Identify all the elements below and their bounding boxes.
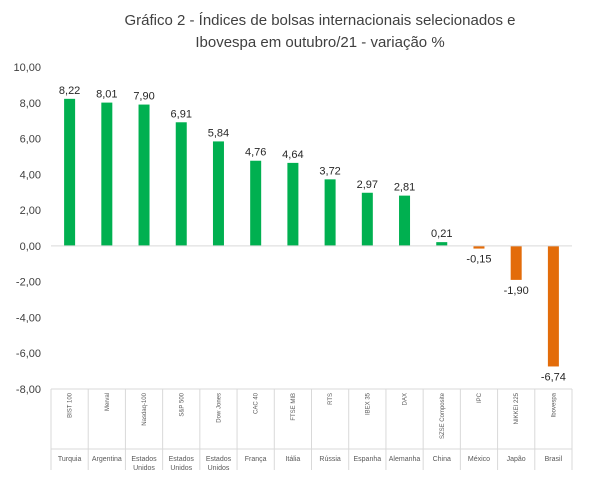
y-tick-label: 10,00: [13, 62, 41, 74]
country-label: Estados: [206, 456, 232, 463]
bar: [547, 245, 559, 367]
chart-title: Gráfico 2 - Índices de bolsas internacio…: [124, 12, 516, 51]
bar: [324, 179, 336, 246]
bar: [212, 141, 224, 246]
index-label: IBEX 35: [365, 392, 371, 415]
y-tick-label: 6,00: [20, 134, 41, 146]
bar: [399, 195, 411, 246]
country-label: França: [245, 456, 267, 463]
bar: [175, 122, 187, 246]
country-label: Unidos: [170, 465, 192, 472]
country-label: Japão: [507, 456, 526, 463]
country-label: Espanha: [354, 456, 382, 463]
data-label: 6,91: [171, 108, 192, 120]
y-tick-label: -4,00: [16, 312, 41, 324]
bar: [250, 160, 262, 246]
country-label: Argentina: [92, 456, 122, 463]
country-label: Itália: [285, 456, 300, 463]
data-label: 3,72: [319, 165, 340, 177]
index-label: RTS: [328, 393, 334, 405]
bar: [101, 102, 113, 246]
data-label: 4,76: [245, 147, 266, 159]
data-label: 8,22: [59, 85, 80, 97]
index-label: BIST 100: [68, 392, 74, 418]
data-label: 2,97: [357, 179, 378, 191]
data-labels: 8,22 8,01 7,90 6,91 5,84 4,76 4,64 3,72 2,97 2,81…: [59, 85, 566, 384]
index-label: NIKKEI 225: [514, 392, 520, 424]
y-tick-label: 4,00: [20, 169, 41, 181]
data-label: -1,90: [504, 285, 529, 297]
country-label: Unidos: [208, 465, 230, 472]
x-axis: BIST 100 Turquia Merval Argentina Nasdaq-100…: [50, 245, 573, 472]
y-tick-label: 0,00: [20, 241, 41, 253]
y-tick-label: -2,00: [16, 277, 41, 289]
y-tick-label: 8,00: [20, 98, 41, 110]
country-label: Estados: [131, 456, 157, 463]
bars: [64, 98, 559, 367]
y-tick-label: -8,00: [16, 384, 41, 396]
index-label: Merval: [105, 393, 111, 411]
data-label: 2,81: [394, 182, 415, 194]
y-tick-label: -6,00: [16, 348, 41, 360]
country-label: Unidos: [133, 465, 155, 472]
index-label: Ibovespa: [551, 392, 557, 417]
bar: [361, 192, 373, 246]
data-label: -0,15: [466, 254, 491, 266]
data-label: 4,64: [282, 149, 303, 161]
y-axis: 10,00 8,00 6,00 4,00 2,00 0,00 -2,00 -4,00 -6,00…: [13, 62, 41, 396]
country-label: Estados: [169, 456, 195, 463]
bar: [510, 245, 522, 280]
index-label: DAX: [403, 393, 409, 405]
index-label: Dow Jones: [216, 393, 222, 423]
bar: [64, 98, 76, 246]
y-tick-label: 2,00: [20, 205, 41, 217]
country-label: Rússia: [319, 456, 341, 463]
index-label: IPC: [477, 392, 483, 403]
bar: [473, 245, 485, 249]
index-label: CAC 40: [254, 392, 260, 414]
country-label: México: [468, 456, 490, 463]
country-label: Alemanha: [389, 456, 421, 463]
bar: [287, 162, 299, 246]
index-label: Nasdaq-100: [142, 392, 148, 425]
country-label: China: [433, 456, 451, 463]
data-label: 0,21: [431, 228, 452, 240]
country-label: Turquia: [58, 456, 82, 463]
data-label: -6,74: [541, 371, 566, 383]
data-label: 8,01: [96, 89, 117, 101]
index-label: FTSE MIB: [291, 393, 297, 421]
data-label: 7,90: [133, 91, 154, 103]
index-label: SZSE Composite: [440, 392, 446, 439]
index-label: S&P 500: [179, 392, 185, 416]
country-label: Brasil: [545, 456, 563, 463]
bar: [138, 104, 150, 246]
bar: [436, 242, 448, 246]
data-label: 5,84: [208, 127, 229, 139]
